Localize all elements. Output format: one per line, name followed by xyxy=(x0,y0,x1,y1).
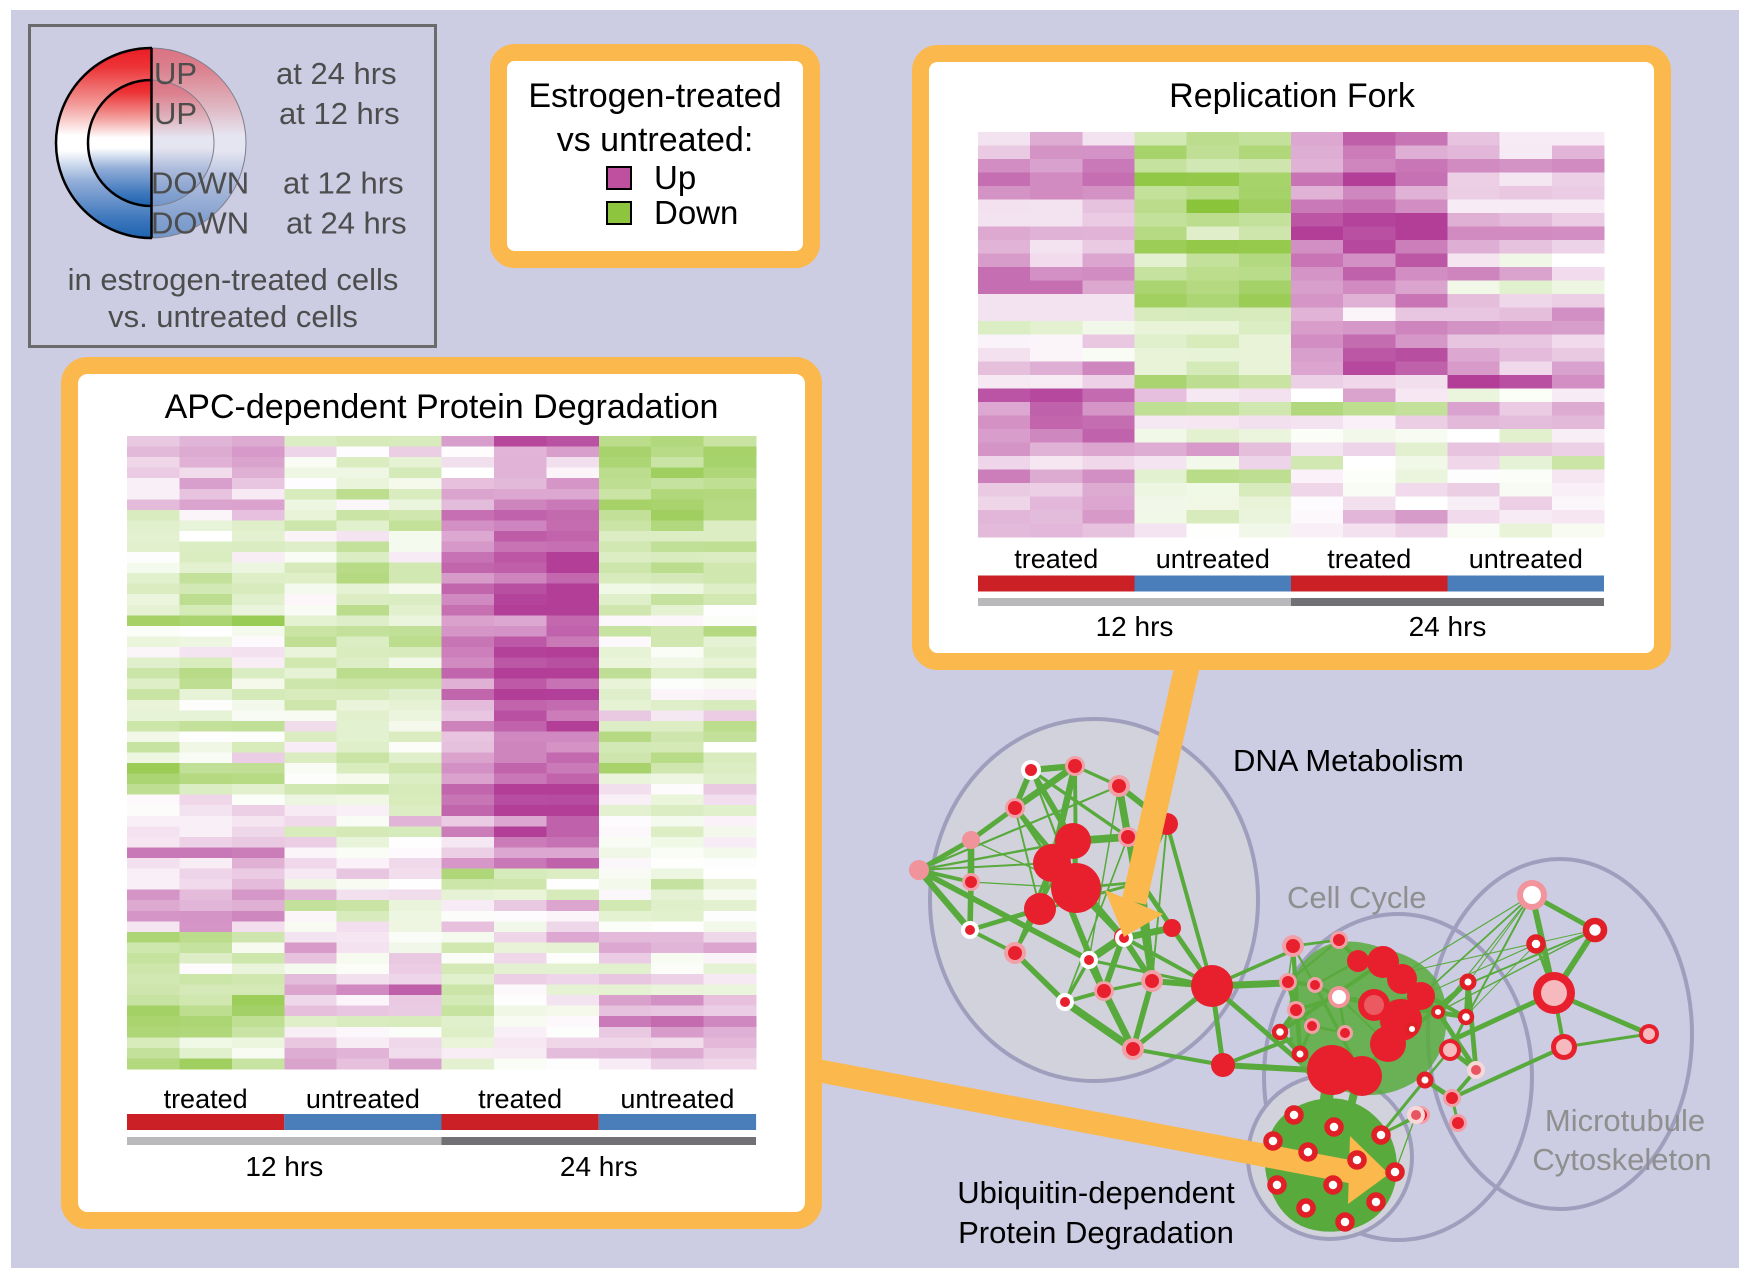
svg-text:untreated: untreated xyxy=(1156,544,1270,574)
svg-text:treated: treated xyxy=(478,1084,562,1114)
svg-text:at 24 hrs: at 24 hrs xyxy=(276,56,397,91)
svg-text:24 hrs: 24 hrs xyxy=(560,1151,638,1182)
svg-text:Cytoskeleton: Cytoskeleton xyxy=(1532,1142,1711,1177)
svg-text:UP: UP xyxy=(154,96,197,131)
svg-text:at 24 hrs: at 24 hrs xyxy=(286,206,407,241)
svg-text:vs untreated:: vs untreated: xyxy=(557,121,754,159)
svg-text:12 hrs: 12 hrs xyxy=(1096,611,1174,642)
svg-text:treated: treated xyxy=(1014,544,1098,574)
svg-text:DOWN: DOWN xyxy=(151,166,249,201)
svg-text:24 hrs: 24 hrs xyxy=(1409,611,1487,642)
svg-text:Down: Down xyxy=(654,194,738,231)
svg-text:Protein Degradation: Protein Degradation xyxy=(958,1215,1234,1250)
svg-text:Estrogen-treated: Estrogen-treated xyxy=(528,77,781,115)
svg-text:untreated: untreated xyxy=(620,1084,734,1114)
svg-text:at 12 hrs: at 12 hrs xyxy=(279,96,400,131)
svg-text:untreated: untreated xyxy=(1469,544,1583,574)
svg-text:12 hrs: 12 hrs xyxy=(245,1151,323,1182)
svg-text:treated: treated xyxy=(1327,544,1411,574)
svg-text:UP: UP xyxy=(154,56,197,91)
svg-text:at 12 hrs: at 12 hrs xyxy=(283,166,404,201)
svg-text:Ubiquitin-dependent: Ubiquitin-dependent xyxy=(957,1175,1235,1210)
svg-text:Cell Cycle: Cell Cycle xyxy=(1287,880,1427,915)
svg-text:Microtubule: Microtubule xyxy=(1545,1103,1705,1138)
svg-text:Replication Fork: Replication Fork xyxy=(1169,77,1416,115)
svg-text:DOWN: DOWN xyxy=(151,206,249,241)
svg-text:treated: treated xyxy=(164,1084,248,1114)
svg-text:Up: Up xyxy=(654,159,696,196)
svg-text:untreated: untreated xyxy=(306,1084,420,1114)
svg-text:in estrogen-treated cells: in estrogen-treated cells xyxy=(68,262,399,297)
svg-text:DNA Metabolism: DNA Metabolism xyxy=(1233,743,1464,778)
svg-text:vs. untreated cells: vs. untreated cells xyxy=(108,299,358,334)
svg-text:APC-dependent Protein Degradat: APC-dependent Protein Degradation xyxy=(165,388,719,426)
